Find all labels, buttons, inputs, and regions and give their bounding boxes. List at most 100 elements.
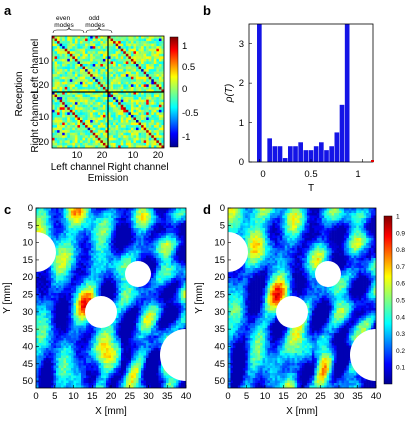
heatmap-a-cell [77, 97, 81, 100]
heatmap-cell [168, 215, 172, 219]
heatmap-a-cell [87, 102, 91, 105]
heatmap-a-cell [80, 112, 83, 116]
a-xtick-l10: 10 [72, 150, 83, 161]
heatmap-a-cell [74, 58, 78, 62]
heatmap-a-cell [123, 132, 127, 136]
heatmap-cell [83, 328, 87, 331]
heatmap-cell [123, 285, 127, 289]
heatmap-a-cell [67, 122, 71, 126]
heatmap-a-cell [74, 117, 78, 121]
heatmap-cell [101, 260, 104, 264]
heatmap-cell [153, 298, 157, 301]
heatmap-cell [58, 328, 62, 331]
heatmap-cell [146, 233, 149, 236]
heatmap-a-cell [67, 36, 71, 39]
heatmap-cell [113, 258, 117, 261]
heatmap-cell [158, 223, 162, 226]
heatmap-cell [101, 273, 104, 276]
heatmap-cell [163, 323, 167, 326]
heatmap-cell [51, 325, 54, 329]
heatmap-cell [68, 295, 72, 299]
heatmap-cell [126, 330, 129, 334]
heatmap-a-cell [72, 137, 76, 141]
heatmap-a-cell [97, 99, 101, 103]
heatmap-cell [63, 305, 67, 309]
heatmap-a-cell [125, 117, 129, 121]
heatmap-cell [158, 290, 162, 294]
heatmap-cell [141, 325, 144, 329]
heatmap-cell [101, 225, 104, 229]
heatmap-cell [176, 283, 179, 286]
heatmap-a-cell [74, 97, 78, 100]
heatmap-cell [86, 210, 89, 214]
heatmap-cell [61, 303, 64, 306]
heatmap-cell [156, 318, 159, 321]
panel-letter-b: b [203, 3, 211, 18]
heatmap-a-cell [110, 46, 114, 49]
heatmap-cell [51, 210, 54, 214]
heatmap-cell [123, 240, 127, 244]
heatmap-cell [53, 330, 57, 334]
heatmap-cell [73, 325, 77, 329]
heatmap-cell [81, 230, 84, 234]
heatmap-a-cell [130, 137, 134, 141]
heatmap-a-cell [77, 107, 81, 111]
heatmap-a-cell [130, 76, 134, 80]
heatmap-cell [161, 213, 164, 216]
heatmap-cell [126, 310, 129, 314]
heatmap-cell [151, 275, 154, 279]
heatmap-cell [106, 210, 109, 214]
heatmap-cell [176, 260, 179, 264]
heatmap-cell [133, 228, 137, 231]
heatmap-cell [116, 250, 119, 254]
heatmap-cell [108, 275, 112, 279]
heatmap-a-cell [85, 137, 88, 141]
heatmap-a-cell [102, 92, 106, 95]
heatmap-a-cell [72, 99, 76, 103]
heatmap-cell [118, 260, 122, 264]
heatmap-a-cell [128, 36, 132, 39]
heatmap-a-cell [64, 122, 68, 126]
heatmap-cell [113, 240, 117, 244]
heatmap-a-cell [52, 142, 55, 146]
heatmap-cell [103, 213, 107, 216]
heatmap-a-cell [151, 36, 155, 39]
heatmap-cell [118, 313, 122, 316]
heatmap-a-cell [156, 130, 160, 133]
heatmap-cell [146, 263, 149, 266]
heatmap-a-cell [141, 102, 144, 105]
heatmap-cell [78, 280, 82, 284]
heatmap-a-cell [57, 43, 60, 47]
heatmap-a-cell [153, 142, 157, 146]
heatmap-cell [163, 253, 167, 256]
heatmap-cell [73, 293, 77, 296]
heatmap-a-cell [57, 38, 60, 42]
heatmap-cell [153, 270, 157, 274]
heatmap-cell [63, 295, 67, 299]
heatmap-cell [138, 298, 142, 301]
heatmap-a-cell [77, 66, 81, 70]
heatmap-cell [121, 305, 124, 309]
heatmap-a-cell [118, 99, 121, 103]
heatmap-a-cell [123, 64, 127, 67]
heatmap-a-cell [80, 135, 83, 139]
heatmap-a-cell [115, 99, 119, 103]
heatmap-cell [183, 270, 186, 274]
heatmap-cell [46, 305, 49, 309]
heatmap-cell [51, 308, 54, 311]
heatmap-a-cell [156, 109, 160, 113]
heatmap-cell [118, 265, 122, 269]
heatmap-cell [146, 235, 149, 239]
heatmap-a-cell [97, 107, 101, 111]
heatmap-a-cell [54, 102, 58, 105]
heatmap-a-cell [52, 51, 55, 55]
heatmap-cell [51, 298, 54, 301]
a-ytick-bot-20: 20 [38, 137, 49, 148]
heatmap-cell [108, 208, 112, 211]
heatmap-a-cell [82, 41, 86, 44]
heatmap-cell [76, 313, 79, 316]
heatmap-a-cell [59, 53, 63, 57]
heatmap-cell [126, 255, 129, 259]
heatmap-a-cell [105, 92, 109, 95]
heatmap-cell [161, 273, 164, 276]
